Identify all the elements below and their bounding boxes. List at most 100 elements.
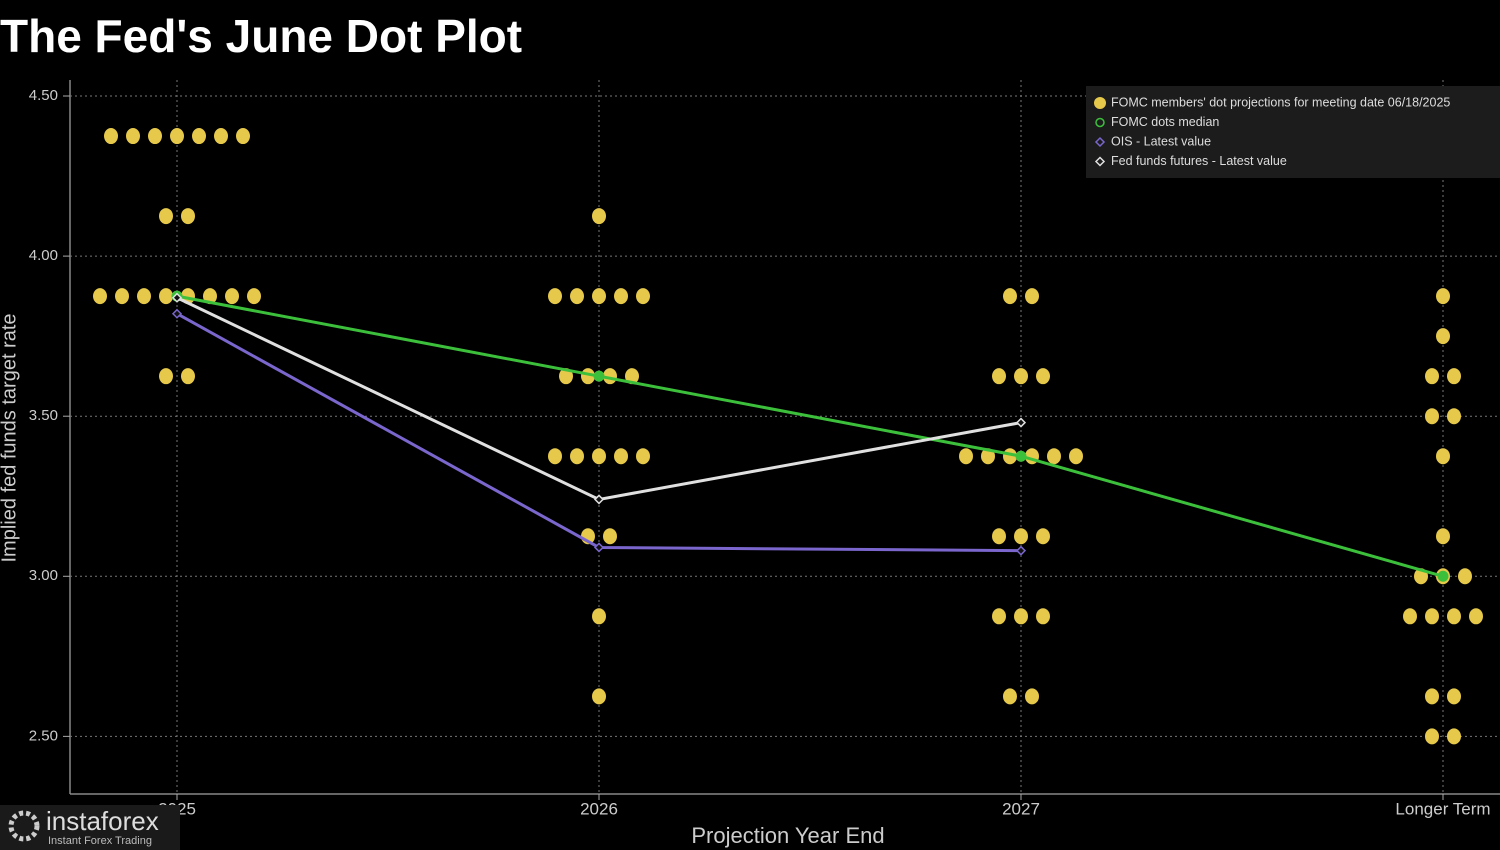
- fomc-dot: [1047, 448, 1061, 465]
- legend: FOMC members' dot projections for meetin…: [1086, 86, 1500, 178]
- fomc-dot: [214, 128, 228, 145]
- diamond-marker: [171, 308, 183, 319]
- fomc-dot: [1436, 328, 1450, 345]
- median-marker: [1015, 450, 1027, 462]
- fomc-dot: [181, 368, 195, 385]
- fomc-dot: [592, 688, 606, 705]
- diamond-marker: [1015, 545, 1027, 556]
- legend-label: FOMC dots median: [1111, 115, 1219, 129]
- legend-swatch: [1095, 117, 1105, 128]
- fomc-dot: [1447, 408, 1461, 425]
- series-line: [176, 294, 1444, 578]
- y-tick-label: 4.00: [29, 247, 58, 264]
- fomc-dot: [159, 288, 173, 305]
- x-tick-label: Longer Term: [1395, 799, 1490, 818]
- fomc-dot: [1436, 448, 1450, 465]
- fomc-dot: [1036, 368, 1050, 385]
- y-tick-label: 3.00: [29, 567, 58, 584]
- fomc-dot: [992, 528, 1006, 545]
- fomc-dot: [992, 608, 1006, 625]
- fomc-dot: [1069, 448, 1083, 465]
- legend-swatch: [1094, 156, 1106, 167]
- fomc-dot: [159, 368, 173, 385]
- fomc-dot: [636, 448, 650, 465]
- fomc-dot: [570, 448, 584, 465]
- fomc-dot: [1014, 368, 1028, 385]
- fomc-dot: [192, 128, 206, 145]
- fomc-dot: [170, 128, 184, 145]
- fomc-dot: [603, 528, 617, 545]
- legend-swatch: [1094, 97, 1106, 109]
- fomc-dot: [1436, 288, 1450, 305]
- fomc-dot: [614, 448, 628, 465]
- fomc-dot: [981, 448, 995, 465]
- y-tick-label: 3.50: [29, 407, 58, 424]
- fomc-dot: [592, 608, 606, 625]
- legend-swatch: [1094, 136, 1106, 148]
- fomc-dot: [614, 288, 628, 305]
- fomc-dot: [1425, 368, 1439, 385]
- fomc-dot: [592, 288, 606, 305]
- fomc-dot: [1425, 408, 1439, 425]
- fomc-dot: [236, 128, 250, 145]
- watermark: instaforex Instant Forex Trading: [0, 805, 180, 850]
- fomc-dot: [1447, 728, 1461, 745]
- fomc-dot: [1025, 288, 1039, 305]
- fomc-dot: [126, 128, 140, 145]
- fomc-dot: [1014, 528, 1028, 545]
- legend-bg: [1086, 86, 1500, 178]
- fomc-dot: [1014, 608, 1028, 625]
- series-line: [176, 296, 1022, 501]
- median-marker: [593, 370, 605, 382]
- fomc-dot: [1425, 608, 1439, 625]
- fomc-dot: [137, 288, 151, 305]
- fomc-dot: [1003, 288, 1017, 305]
- fomc-dot: [1036, 608, 1050, 625]
- diamond-marker: [1015, 417, 1027, 428]
- fomc-dot: [1447, 688, 1461, 705]
- fomc-dot: [181, 208, 195, 225]
- fomc-dot: [992, 368, 1006, 385]
- diamond-marker: [593, 542, 605, 553]
- watermark-tagline: Instant Forex Trading: [48, 835, 152, 847]
- fomc-dot: [1447, 368, 1461, 385]
- y-tick-label: 2.50: [29, 727, 58, 744]
- watermark-brand: instaforex: [46, 806, 159, 836]
- legend-label: FOMC members' dot projections for meetin…: [1111, 95, 1450, 109]
- fomc-dot: [592, 448, 606, 465]
- fomc-dot: [247, 288, 261, 305]
- fomc-dot: [1025, 688, 1039, 705]
- median-marker: [1437, 570, 1449, 582]
- fomc-dot: [104, 128, 118, 145]
- fomc-dot: [1436, 528, 1450, 545]
- fomc-dot: [115, 288, 129, 305]
- fomc-dot: [959, 448, 973, 465]
- diamond-marker: [593, 494, 605, 505]
- fomc-dot: [559, 368, 573, 385]
- legend-label: Fed funds futures - Latest value: [1111, 154, 1287, 168]
- fomc-dot: [1447, 608, 1461, 625]
- fomc-dot: [1036, 528, 1050, 545]
- fomc-dot: [548, 448, 562, 465]
- fomc-dot: [203, 288, 217, 305]
- fomc-dot: [1003, 688, 1017, 705]
- fomc-dot: [592, 208, 606, 225]
- fomc-dot: [93, 288, 107, 305]
- fomc-dot: [1425, 688, 1439, 705]
- y-axis-label: Implied fed funds target rate: [0, 313, 20, 562]
- fomc-dot: [636, 288, 650, 305]
- chart-title: The Fed's June Dot Plot: [0, 10, 522, 62]
- fomc-dot: [570, 288, 584, 305]
- x-tick-label: 2026: [580, 799, 618, 818]
- fomc-dot: [1403, 608, 1417, 625]
- fomc-dot: [625, 368, 639, 385]
- fomc-dot: [159, 208, 173, 225]
- y-tick-label: 4.50: [29, 87, 58, 104]
- x-tick-label: 2027: [1002, 799, 1040, 818]
- diamond-marker: [171, 292, 183, 303]
- x-axis-label: Projection Year End: [691, 823, 884, 848]
- fomc-dot: [548, 288, 562, 305]
- fomc-dot: [225, 288, 239, 305]
- legend-label: OIS - Latest value: [1111, 134, 1211, 148]
